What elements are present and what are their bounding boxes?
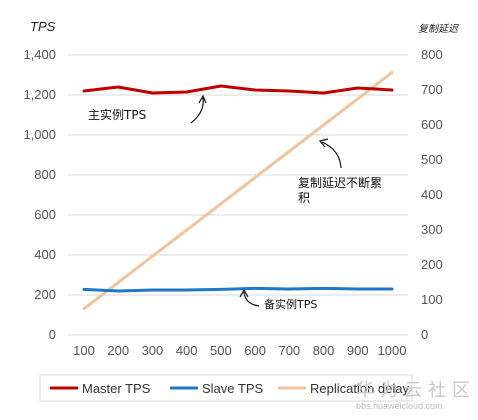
annotation-master-arrow bbox=[190, 97, 204, 124]
legend-label-delay: Replication delay bbox=[310, 381, 410, 396]
annotation-slave-arrowhead bbox=[239, 288, 249, 298]
y-right-tick-labels: 0 100 200 300 400 500 600 700 800 bbox=[421, 47, 443, 342]
legend-box bbox=[39, 374, 413, 402]
annotation-slave-arrow bbox=[243, 291, 260, 307]
x-tick-label: 1000 bbox=[378, 343, 407, 358]
x-tick-label: 900 bbox=[347, 343, 369, 358]
y-left-tick-label: 800 bbox=[34, 167, 56, 182]
annotation-master-arrowhead bbox=[198, 94, 207, 104]
series-line-replication-delay bbox=[82, 71, 394, 311]
y-left-tick-label: 600 bbox=[34, 207, 56, 222]
y-right-tick-label: 800 bbox=[421, 47, 443, 62]
y-left-tick-label: 200 bbox=[34, 287, 56, 302]
y-right-tick-label: 400 bbox=[421, 187, 443, 202]
y-left-tick-label: 1,400 bbox=[23, 47, 56, 62]
annotation-slave-tps: 备实例TPS bbox=[264, 297, 317, 311]
watermark-url: bbs.huaweicloud.com bbox=[356, 401, 443, 411]
watermark-brand: 华为云社区 bbox=[356, 380, 476, 401]
annotation-delay-arrow bbox=[321, 141, 342, 169]
y-right-axis-title: 复制延迟 bbox=[418, 23, 459, 35]
x-tick-label: 800 bbox=[313, 343, 335, 358]
x-tick-labels: 100 200 300 400 500 600 700 800 900 1000 bbox=[73, 343, 406, 358]
series-line-master-tps bbox=[82, 84, 394, 95]
series-line-slave-tps bbox=[82, 286, 394, 293]
y-left-tick-label: 1,000 bbox=[23, 127, 56, 142]
y-left-axis-title: TPS bbox=[30, 19, 56, 34]
gridlines bbox=[68, 54, 408, 336]
y-left-tick-labels: 0 200 400 600 800 1,000 1,200 1,400 bbox=[23, 47, 56, 342]
x-tick-label: 600 bbox=[244, 343, 266, 358]
y-right-tick-label: 0 bbox=[421, 327, 428, 342]
x-tick-label: 100 bbox=[73, 343, 95, 358]
x-tick-label: 200 bbox=[107, 343, 129, 358]
y-right-tick-label: 700 bbox=[421, 82, 443, 97]
annotation-delay-line1: 复制延迟不断累 bbox=[298, 175, 382, 190]
y-right-tick-label: 600 bbox=[421, 117, 443, 132]
annotation-master-tps: 主实例TPS bbox=[88, 107, 146, 122]
annotation-delay-line2: 积 bbox=[298, 191, 310, 205]
x-tick-label: 700 bbox=[278, 343, 300, 358]
annotation-delay-arrowhead bbox=[318, 138, 329, 148]
y-right-tick-label: 100 bbox=[421, 292, 443, 307]
y-right-tick-label: 200 bbox=[421, 257, 443, 272]
series-lines bbox=[82, 71, 394, 311]
y-left-tick-label: 400 bbox=[34, 247, 56, 262]
legend-label-slave: Slave TPS bbox=[202, 381, 264, 396]
legend-label-master: Master TPS bbox=[82, 381, 151, 396]
y-right-tick-label: 500 bbox=[421, 152, 443, 167]
y-left-tick-label: 1,200 bbox=[23, 87, 56, 102]
y-right-tick-label: 300 bbox=[421, 222, 443, 237]
y-left-tick-label: 0 bbox=[49, 327, 56, 342]
x-tick-label: 300 bbox=[142, 343, 164, 358]
x-tick-label: 500 bbox=[210, 343, 232, 358]
x-tick-label: 400 bbox=[176, 343, 198, 358]
